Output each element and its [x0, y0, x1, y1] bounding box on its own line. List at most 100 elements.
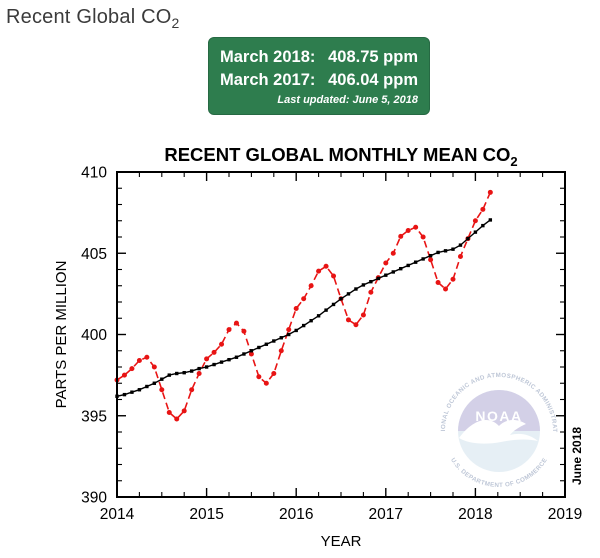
monthly-mean-line	[116, 191, 492, 421]
monthly-mean-point	[428, 257, 434, 263]
noaa-logo: NOAA NATIONAL OCEANIC AND ATMOSPHERIC AD…	[440, 372, 558, 489]
monthly-mean-point	[121, 372, 127, 378]
page-title: Recent Global CO2	[6, 6, 180, 31]
monthly-mean-point	[323, 263, 329, 269]
trend-point	[391, 270, 395, 274]
monthly-mean-point	[316, 268, 322, 274]
trend-point	[152, 381, 157, 385]
monthly-mean-point	[136, 358, 142, 363]
y-tick-label: 410	[81, 165, 107, 182]
monthly-mean-point	[189, 387, 195, 393]
co2-chart: RECENT GLOBAL MONTHLY MEAN CO2 PARTS PER…	[53, 144, 584, 550]
monthly-mean-point	[286, 327, 292, 333]
monthly-mean-point	[159, 387, 165, 393]
trend-point	[145, 384, 149, 389]
trend-point	[137, 388, 142, 392]
monthly-mean-point	[196, 371, 202, 376]
monthly-mean-point	[435, 280, 441, 285]
trend-point	[294, 328, 298, 333]
monthly-mean-point	[144, 354, 150, 360]
trend-point	[227, 357, 231, 362]
monthly-mean-point	[151, 364, 157, 370]
y-tick-label: 400	[81, 327, 107, 344]
monthly-mean-point	[420, 234, 426, 240]
monthly-mean-point	[219, 341, 225, 347]
x-tick-label: 2014	[100, 506, 135, 523]
page-title-subscript: 2	[171, 15, 180, 31]
x-tick-label: 2018	[458, 506, 492, 523]
monthly-mean-point	[450, 276, 456, 282]
trend-point	[287, 332, 291, 337]
trend-point	[301, 323, 306, 328]
trend-point	[421, 257, 425, 261]
page-title-text: Recent Global CO	[6, 6, 172, 28]
trend-point	[182, 370, 186, 375]
trend-point	[316, 314, 321, 318]
x-tick-label: 2016	[279, 506, 313, 523]
info-row-label: March 2017:	[220, 71, 316, 89]
noaa-acronym: NOAA	[475, 408, 522, 424]
trend-point	[473, 230, 478, 234]
plot-frame	[116, 171, 566, 498]
monthly-mean-point	[278, 348, 284, 354]
trend-point	[488, 218, 493, 222]
monthly-mean-point	[480, 206, 486, 212]
trend-point	[197, 366, 201, 371]
monthly-mean-point	[398, 233, 404, 239]
trend-point	[257, 345, 261, 350]
monthly-mean-point	[211, 349, 217, 355]
trend-point	[443, 249, 448, 253]
monthly-mean-point	[263, 380, 269, 386]
trend-point	[175, 371, 179, 376]
trend-point	[272, 339, 276, 343]
y-tick-label: 405	[81, 246, 107, 263]
info-row-value: 406.04 ppm	[328, 71, 418, 89]
last-updated-note: Last updated: June 5, 2018	[277, 94, 418, 106]
co2-info-box: March 2018: 408.75 ppm March 2017: 406.0…	[208, 37, 430, 115]
trend-point	[249, 349, 254, 353]
monthly-mean-point	[331, 273, 337, 279]
monthly-mean-point	[457, 254, 463, 259]
trend-point	[413, 260, 418, 264]
monthly-mean-point	[233, 320, 239, 326]
trend-line	[116, 219, 491, 397]
trend-point	[339, 297, 343, 301]
trend-point	[160, 377, 164, 381]
trend-point	[242, 352, 246, 356]
monthly-mean-point	[248, 351, 254, 357]
monthly-mean-point	[345, 317, 351, 323]
trend-point	[369, 279, 373, 284]
trend-point	[309, 318, 313, 323]
trend-point	[346, 292, 351, 296]
y-tick-label: 395	[81, 408, 107, 425]
monthly-mean-point	[256, 374, 262, 380]
trend-point	[331, 302, 336, 307]
monthly-mean-point	[174, 416, 180, 422]
monthly-mean-point	[413, 224, 419, 230]
monthly-mean-point	[390, 250, 396, 256]
trend-point	[458, 243, 463, 247]
trend-point	[212, 362, 216, 367]
monthly-mean-point	[443, 286, 449, 292]
info-row-2018: March 2018: 408.75 ppm	[220, 46, 418, 69]
trend-point	[130, 390, 134, 394]
x-tick-label: 2019	[548, 506, 582, 523]
x-tick-label: 2015	[189, 506, 223, 523]
trend-point	[264, 342, 269, 346]
info-row-label: March 2018:	[220, 48, 316, 66]
monthly-mean-point	[383, 260, 389, 266]
trend-point	[122, 392, 127, 397]
trend-point	[451, 247, 455, 251]
monthly-mean-point	[241, 328, 247, 334]
trend-point	[219, 360, 224, 364]
trend-point	[279, 336, 283, 340]
info-row-value: 408.75 ppm	[328, 48, 418, 66]
monthly-mean-point	[166, 410, 172, 415]
trend-point	[354, 287, 358, 291]
monthly-mean-point	[472, 218, 478, 224]
monthly-mean-point	[405, 228, 411, 233]
trend-point	[436, 250, 440, 255]
trend-point	[361, 283, 366, 287]
noaa-logo-sky	[458, 390, 540, 431]
trend-point	[481, 223, 485, 228]
